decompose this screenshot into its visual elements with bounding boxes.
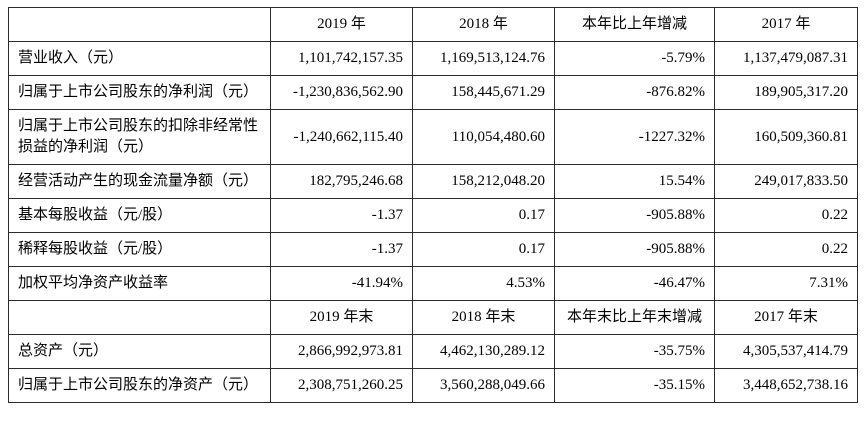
row-operating-revenue: 营业收入（元） 1,101,742,157.35 1,169,513,124.7… bbox=[8, 41, 858, 76]
financial-summary-table: 2019 年 2018 年 本年比上年增减 2017 年 营业收入（元） 1,1… bbox=[8, 7, 858, 403]
header-row-year: 2019 年 2018 年 本年比上年增减 2017 年 bbox=[8, 7, 858, 42]
value-2017: 160,509,360.81 bbox=[714, 109, 858, 165]
value-2019: -41.94% bbox=[270, 266, 413, 301]
row-label: 营业收入（元） bbox=[8, 41, 271, 76]
value-2017: 0.22 bbox=[714, 198, 858, 233]
value-2019: -1.37 bbox=[270, 232, 413, 267]
row-basic-eps: 基本每股收益（元/股） -1.37 0.17 -905.88% 0.22 bbox=[8, 198, 858, 233]
row-label: 归属于上市公司股东的净资产（元） bbox=[8, 368, 271, 403]
row-label: 归属于上市公司股东的扣除非经常性损益的净利润（元） bbox=[8, 109, 271, 165]
value-change: -876.82% bbox=[554, 75, 715, 110]
col-header-2017-end: 2017 年末 bbox=[714, 300, 858, 335]
page: 2019 年 2018 年 本年比上年增减 2017 年 营业收入（元） 1,1… bbox=[8, 7, 858, 403]
row-label: 稀释每股收益（元/股） bbox=[8, 232, 271, 267]
value-2019: 2,866,992,973.81 bbox=[270, 334, 413, 369]
value-2019: -1.37 bbox=[270, 198, 413, 233]
value-2017: 7.31% bbox=[714, 266, 858, 301]
value-2019: -1,240,662,115.40 bbox=[270, 109, 413, 165]
value-2017: 4,305,537,414.79 bbox=[714, 334, 858, 369]
row-label: 经营活动产生的现金流量净额（元） bbox=[8, 164, 271, 199]
value-2019: 1,101,742,157.35 bbox=[270, 41, 413, 76]
col-header-yoy-change: 本年比上年增减 bbox=[554, 7, 715, 42]
row-label: 加权平均净资产收益率 bbox=[8, 266, 271, 301]
row-weighted-avg-roe: 加权平均净资产收益率 -41.94% 4.53% -46.47% 7.31% bbox=[8, 266, 858, 301]
col-header-year-end-change: 本年末比上年末增减 bbox=[554, 300, 715, 335]
row-label: 总资产（元） bbox=[8, 334, 271, 369]
col-header-2019: 2019 年 bbox=[270, 7, 413, 42]
value-2017: 0.22 bbox=[714, 232, 858, 267]
row-operating-cash-flow: 经营活动产生的现金流量净额（元） 182,795,246.68 158,212,… bbox=[8, 164, 858, 199]
corner-cell-mid bbox=[8, 300, 271, 335]
value-change: -35.15% bbox=[554, 368, 715, 403]
value-2018: 3,560,288,049.66 bbox=[412, 368, 555, 403]
value-change: -1227.32% bbox=[554, 109, 715, 165]
row-diluted-eps: 稀释每股收益（元/股） -1.37 0.17 -905.88% 0.22 bbox=[8, 232, 858, 267]
col-header-2019-end: 2019 年末 bbox=[270, 300, 413, 335]
col-header-2017: 2017 年 bbox=[714, 7, 858, 42]
row-net-profit: 归属于上市公司股东的净利润（元） -1,230,836,562.90 158,4… bbox=[8, 75, 858, 110]
value-change: -5.79% bbox=[554, 41, 715, 76]
header-row-year-end: 2019 年末 2018 年末 本年末比上年末增减 2017 年末 bbox=[8, 300, 858, 335]
row-label: 基本每股收益（元/股） bbox=[8, 198, 271, 233]
col-header-2018-end: 2018 年末 bbox=[412, 300, 555, 335]
value-2017: 3,448,652,738.16 bbox=[714, 368, 858, 403]
value-2018: 4.53% bbox=[412, 266, 555, 301]
value-2018: 1,169,513,124.76 bbox=[412, 41, 555, 76]
corner-cell-top bbox=[8, 7, 271, 42]
row-total-assets: 总资产（元） 2,866,992,973.81 4,462,130,289.12… bbox=[8, 334, 858, 369]
value-2018: 110,054,480.60 bbox=[412, 109, 555, 165]
value-2017: 1,137,479,087.31 bbox=[714, 41, 858, 76]
value-2019: 2,308,751,260.25 bbox=[270, 368, 413, 403]
value-2018: 158,212,048.20 bbox=[412, 164, 555, 199]
col-header-2018: 2018 年 bbox=[412, 7, 555, 42]
value-change: -46.47% bbox=[554, 266, 715, 301]
value-change: -905.88% bbox=[554, 232, 715, 267]
row-label: 归属于上市公司股东的净利润（元） bbox=[8, 75, 271, 110]
value-2018: 158,445,671.29 bbox=[412, 75, 555, 110]
value-2019: 182,795,246.68 bbox=[270, 164, 413, 199]
value-change: 15.54% bbox=[554, 164, 715, 199]
value-2018: 0.17 bbox=[412, 232, 555, 267]
value-2018: 4,462,130,289.12 bbox=[412, 334, 555, 369]
row-net-profit-excl-nonrecurring: 归属于上市公司股东的扣除非经常性损益的净利润（元） -1,240,662,115… bbox=[8, 109, 858, 165]
value-2018: 0.17 bbox=[412, 198, 555, 233]
row-net-assets: 归属于上市公司股东的净资产（元） 2,308,751,260.25 3,560,… bbox=[8, 368, 858, 403]
value-2017: 249,017,833.50 bbox=[714, 164, 858, 199]
value-2017: 189,905,317.20 bbox=[714, 75, 858, 110]
value-change: -905.88% bbox=[554, 198, 715, 233]
value-2019: -1,230,836,562.90 bbox=[270, 75, 413, 110]
value-change: -35.75% bbox=[554, 334, 715, 369]
